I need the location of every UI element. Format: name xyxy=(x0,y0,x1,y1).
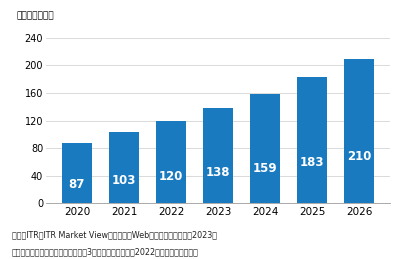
Bar xyxy=(344,59,374,203)
Text: 出典：ITR『ITR Market View：メール／Webマーケティング市场2023』: 出典：ITR『ITR Market View：メール／Webマーケティング市场2… xyxy=(12,230,217,239)
Text: 183: 183 xyxy=(300,156,324,169)
Bar xyxy=(297,77,327,203)
Bar xyxy=(250,94,280,203)
Text: 210: 210 xyxy=(347,150,371,163)
Text: 159: 159 xyxy=(253,162,277,175)
Text: 103: 103 xyxy=(112,174,136,187)
Text: 120: 120 xyxy=(159,170,183,183)
Bar xyxy=(109,132,139,203)
Text: 87: 87 xyxy=(69,178,85,191)
Bar xyxy=(62,143,92,203)
Text: ＊ベンダーの売上金額を対象とし「3月期ベースで换算」2022年度以降は予測値。: ＊ベンダーの売上金額を対象とし「3月期ベースで换算」2022年度以降は予測値。 xyxy=(12,247,199,256)
Bar xyxy=(203,108,233,203)
Text: （単位：億円）: （単位：億円） xyxy=(17,11,54,20)
Bar xyxy=(156,121,186,203)
Text: 138: 138 xyxy=(206,166,230,179)
